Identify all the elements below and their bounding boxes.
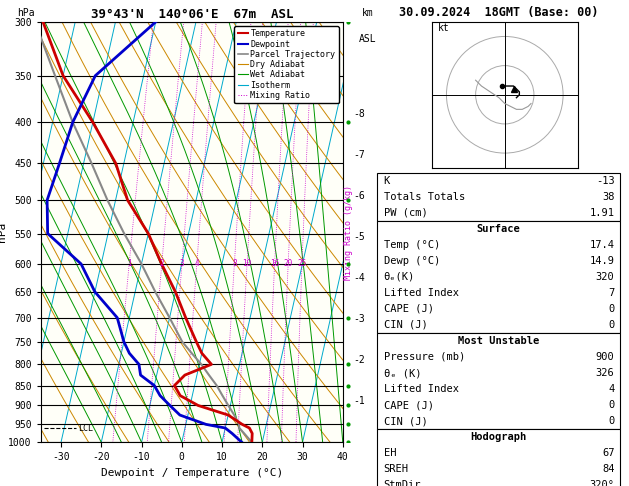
Text: K: K <box>384 175 390 186</box>
Text: StmDir: StmDir <box>384 480 421 486</box>
Text: 0: 0 <box>608 304 615 314</box>
Text: -4: -4 <box>353 273 365 283</box>
Text: θₑ (K): θₑ (K) <box>384 368 421 378</box>
Text: LCL: LCL <box>79 423 93 433</box>
Text: Totals Totals: Totals Totals <box>384 191 465 202</box>
Text: CIN (J): CIN (J) <box>384 416 428 426</box>
Text: 14.9: 14.9 <box>589 256 615 266</box>
Text: hPa: hPa <box>17 8 35 17</box>
Text: θₑ(K): θₑ(K) <box>384 272 415 282</box>
Text: 38: 38 <box>602 191 615 202</box>
Title: 39°43'N  140°06'E  67m  ASL: 39°43'N 140°06'E 67m ASL <box>91 8 293 21</box>
Text: Pressure (mb): Pressure (mb) <box>384 352 465 362</box>
Text: 2: 2 <box>159 260 164 268</box>
Text: 3: 3 <box>180 260 184 268</box>
Text: 900: 900 <box>596 352 615 362</box>
Text: 84: 84 <box>602 464 615 474</box>
Text: 1: 1 <box>127 260 131 268</box>
Text: 67: 67 <box>602 448 615 458</box>
Text: 25: 25 <box>298 260 306 268</box>
Text: -7: -7 <box>353 150 365 160</box>
Legend: Temperature, Dewpoint, Parcel Trajectory, Dry Adiabat, Wet Adiabat, Isotherm, Mi: Temperature, Dewpoint, Parcel Trajectory… <box>235 26 338 103</box>
Text: CAPE (J): CAPE (J) <box>384 400 433 410</box>
Text: Lifted Index: Lifted Index <box>384 384 459 394</box>
Text: -8: -8 <box>353 109 365 119</box>
Y-axis label: hPa: hPa <box>0 222 7 242</box>
Text: 30.09.2024  18GMT (Base: 00): 30.09.2024 18GMT (Base: 00) <box>399 6 598 18</box>
Text: EH: EH <box>384 448 396 458</box>
Text: Surface: Surface <box>477 224 520 234</box>
X-axis label: Dewpoint / Temperature (°C): Dewpoint / Temperature (°C) <box>101 468 283 478</box>
Text: Temp (°C): Temp (°C) <box>384 240 440 250</box>
Text: -2: -2 <box>353 355 365 365</box>
Text: 4: 4 <box>608 384 615 394</box>
Text: SREH: SREH <box>384 464 409 474</box>
Text: 320: 320 <box>596 272 615 282</box>
Text: 1.91: 1.91 <box>589 208 615 218</box>
Text: 0: 0 <box>608 320 615 330</box>
Text: ASL: ASL <box>359 35 377 45</box>
Text: 0: 0 <box>608 416 615 426</box>
Text: kt: kt <box>438 23 450 33</box>
Text: -1: -1 <box>353 396 365 406</box>
Text: 7: 7 <box>608 288 615 298</box>
Text: 16: 16 <box>270 260 279 268</box>
Text: Hodograph: Hodograph <box>470 432 526 442</box>
Text: 320°: 320° <box>589 480 615 486</box>
Text: -6: -6 <box>353 191 365 201</box>
Text: 10: 10 <box>242 260 252 268</box>
Text: -13: -13 <box>596 175 615 186</box>
Text: -3: -3 <box>353 314 365 324</box>
Text: 17.4: 17.4 <box>589 240 615 250</box>
Text: 4: 4 <box>194 260 199 268</box>
Text: km: km <box>362 8 374 17</box>
Text: © weatheronline.co.uk: © weatheronline.co.uk <box>437 470 560 480</box>
Text: 20: 20 <box>284 260 292 268</box>
Text: CIN (J): CIN (J) <box>384 320 428 330</box>
Text: CAPE (J): CAPE (J) <box>384 304 433 314</box>
Text: Dewp (°C): Dewp (°C) <box>384 256 440 266</box>
Text: Mixing Ratio (g/kg): Mixing Ratio (g/kg) <box>345 185 353 279</box>
Text: Most Unstable: Most Unstable <box>458 336 539 346</box>
Text: Lifted Index: Lifted Index <box>384 288 459 298</box>
Text: 0: 0 <box>608 400 615 410</box>
Text: PW (cm): PW (cm) <box>384 208 428 218</box>
Text: 8: 8 <box>232 260 237 268</box>
Text: -5: -5 <box>353 232 365 242</box>
Text: 326: 326 <box>596 368 615 378</box>
